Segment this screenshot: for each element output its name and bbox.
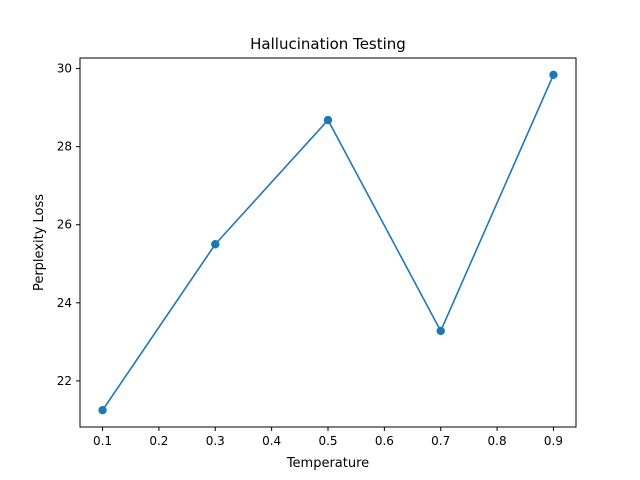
y-axis-label: Perplexity Loss [32,194,47,291]
x-tick-label: 0.8 [488,434,507,448]
y-tick-label: 26 [57,218,72,232]
x-tick-label: 0.5 [318,434,337,448]
y-tick-label: 30 [57,62,72,76]
x-axis-ticks: 0.1 0.2 0.3 0.4 0.5 0.6 0.7 0.8 0.9 [93,427,563,448]
x-tick-label: 0.9 [544,434,563,448]
data-point [323,115,333,125]
x-axis-label: Temperature [286,456,369,471]
y-tick-label: 28 [57,140,72,154]
y-axis-ticks: 22 24 26 28 30 [57,62,80,388]
x-tick-label: 0.2 [149,434,168,448]
x-tick-label: 0.3 [206,434,225,448]
y-tick-label: 24 [57,296,72,310]
x-tick-label: 0.6 [375,434,394,448]
x-tick-label: 0.7 [431,434,450,448]
data-point [436,326,445,336]
y-tick-label: 22 [57,374,72,388]
chart-title: Hallucination Testing [250,35,406,53]
data-point [549,70,558,79]
data-point [211,240,220,249]
x-tick-label: 0.4 [262,434,281,448]
x-tick-label: 0.1 [93,434,112,448]
series-layer [98,70,558,415]
data-point [98,406,107,415]
plot-frame [79,57,577,428]
